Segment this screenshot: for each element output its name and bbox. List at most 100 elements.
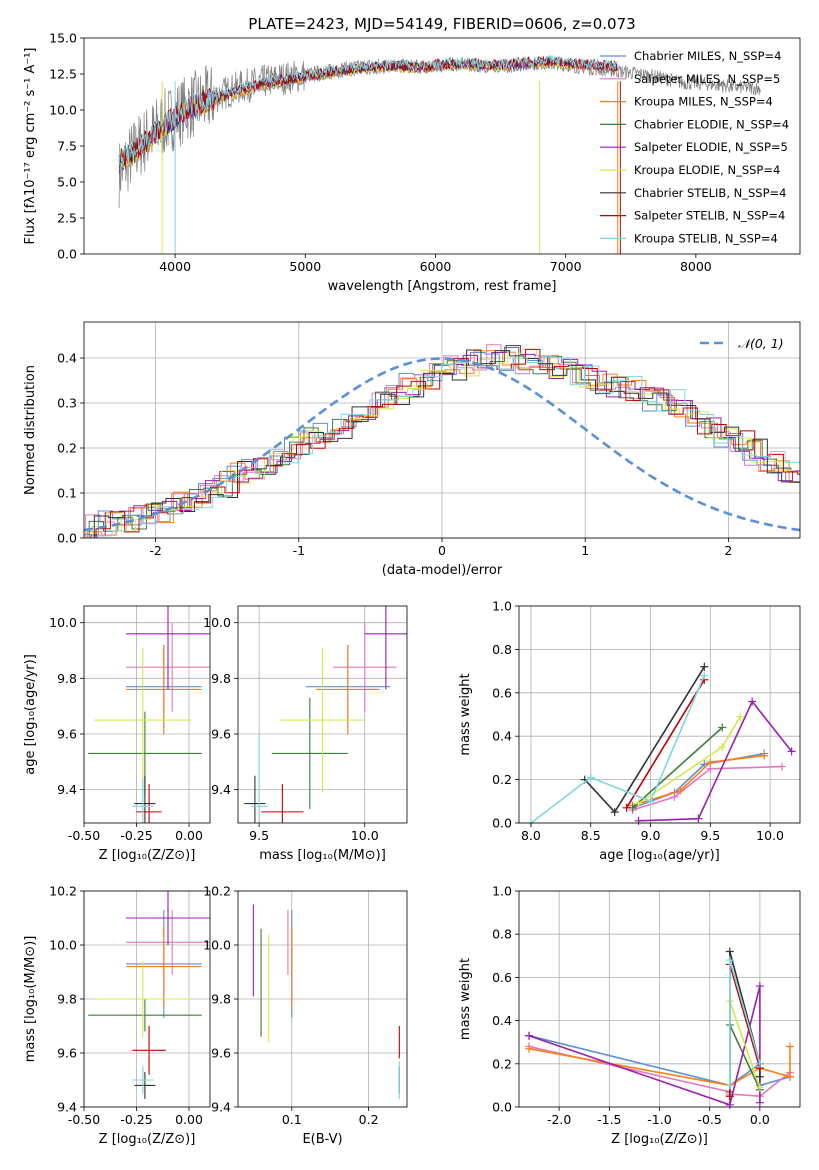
x-tick-label: 2 — [724, 543, 732, 558]
y-tick-label: 0.4 — [492, 1013, 512, 1028]
x-tick-label: 0.0 — [750, 1112, 770, 1127]
y-tick-label: 10.0 — [49, 615, 77, 630]
x-tick-label: 0.1 — [282, 1112, 302, 1127]
y-tick-label: 9.4 — [57, 1100, 77, 1115]
y-tick-label: 10.2 — [49, 884, 77, 899]
point-marker — [718, 743, 727, 752]
x-axis-label: age [log₁₀(age/yr)] — [599, 848, 720, 863]
point-marker — [736, 712, 745, 721]
legend-label: Chabrier STELIB, N_SSP=4 — [634, 186, 786, 200]
y-tick-label: 0.3 — [57, 396, 77, 411]
y-tick-label: 7.5 — [57, 139, 77, 154]
x-tick-label: 10.0 — [756, 828, 784, 843]
legend-label: Kroupa STELIB, N_SSP=4 — [634, 231, 778, 245]
y-tick-label: 0.0 — [57, 247, 77, 262]
point-marker — [634, 799, 643, 808]
point-marker — [748, 697, 757, 706]
histogram-step — [92, 348, 800, 538]
legend-label: Salpeter STELIB, N_SSP=4 — [634, 209, 785, 223]
x-tick-label: 0.00 — [175, 1112, 203, 1127]
y-axis-label: mass weight — [458, 673, 473, 755]
errorbar-group — [244, 606, 407, 823]
y-tick-label: 0.2 — [57, 441, 77, 456]
y-axis-label: Normed distribution — [23, 365, 38, 495]
y-axis-label: mass [log₁₀(M/M⊙)] — [23, 936, 38, 1063]
point-marker — [718, 723, 727, 732]
errorbar-group — [252, 904, 400, 1099]
x-tick-label: 0.00 — [175, 828, 203, 843]
point-marker — [646, 797, 655, 806]
y-tick-label: 10.0 — [49, 103, 77, 118]
y-tick-label: 0.0 — [492, 1100, 512, 1115]
x-tick-label: 0 — [438, 543, 446, 558]
y-tick-label: 9.8 — [211, 671, 231, 686]
y-tick-label: 10.0 — [203, 615, 231, 630]
point-marker — [755, 982, 764, 991]
x-tick-label: 8.5 — [581, 828, 601, 843]
series-line — [625, 679, 705, 809]
legend-label: Salpeter ELODIE, N_SSP=5 — [634, 140, 788, 154]
point-marker — [622, 803, 631, 812]
y-tick-label: 10.0 — [49, 938, 77, 953]
legend-label: Chabrier ELODIE, N_SSP=4 — [634, 117, 789, 131]
y-tick-label: 1.0 — [492, 884, 512, 899]
histogram-step — [85, 344, 800, 538]
legend-label: Salpeter MILES, N_SSP=5 — [634, 72, 780, 86]
x-tick-label: -0.5 — [697, 1112, 721, 1127]
y-tick-label: 0.4 — [492, 729, 512, 744]
data-layer — [84, 54, 800, 1109]
y-tick-label: 0.0 — [492, 816, 512, 831]
series-line — [528, 985, 761, 1106]
axes-frame — [518, 605, 801, 824]
x-axis-label: (data-model)/error — [382, 563, 503, 578]
series-line — [632, 726, 723, 809]
x-tick-label: 8000 — [680, 259, 712, 274]
point-marker — [725, 1092, 734, 1101]
y-tick-label: 9.8 — [57, 992, 77, 1007]
y-axis-label: mass weight — [458, 958, 473, 1040]
y-tick-label: 9.4 — [211, 782, 231, 797]
point-marker — [755, 1059, 764, 1068]
x-tick-label: -1.0 — [647, 1112, 671, 1127]
histogram-step — [97, 356, 800, 538]
y-tick-label: 15.0 — [49, 31, 77, 46]
y-tick-label: 0.2 — [492, 772, 512, 787]
point-marker — [725, 947, 734, 956]
x-tick-label: -0.25 — [120, 828, 152, 843]
x-tick-label: 0.2 — [359, 1112, 379, 1127]
y-tick-label: 0.6 — [492, 970, 512, 985]
grid-layer — [83, 322, 800, 1108]
y-axis-label: Flux [fλ10⁻¹⁷ erg cm⁻² s⁻¹ A⁻¹] — [23, 48, 38, 245]
x-tick-label: 9.0 — [641, 828, 661, 843]
legend-label: Chabrier MILES, N_SSP=4 — [634, 49, 781, 63]
x-tick-label: -1.5 — [597, 1112, 621, 1127]
x-tick-label: -0.25 — [120, 1112, 152, 1127]
point-marker — [725, 956, 734, 965]
text-layer: 4000 5000 6000 7000 80000.02.55.07.510.012.5… — [23, 15, 789, 1147]
x-axis-label: Z [log₁₀(Z/Z⊙)] — [99, 1132, 196, 1147]
y-tick-label: 9.4 — [57, 782, 77, 797]
series-line — [638, 699, 793, 822]
axes-frame — [518, 890, 801, 1108]
y-tick-label: 0.6 — [492, 685, 512, 700]
axes-frame — [83, 37, 801, 255]
axes-frame — [83, 321, 801, 539]
x-tick-label: 10.0 — [351, 828, 379, 843]
y-tick-label: 0.1 — [57, 486, 77, 501]
y-tick-label: 9.6 — [57, 726, 77, 741]
errorbar-group — [88, 606, 210, 823]
x-tick-label: 7000 — [550, 259, 582, 274]
y-tick-label: 12.5 — [49, 67, 77, 82]
y-tick-label: 9.8 — [211, 992, 231, 1007]
series-line — [632, 754, 765, 807]
point-marker — [700, 671, 709, 680]
x-tick-label: 9.5 — [700, 828, 720, 843]
y-tick-label: 9.6 — [211, 1046, 231, 1061]
chart-title: PLATE=2423, MJD=54149, FIBERID=0606, z=0… — [248, 15, 635, 33]
point-marker — [670, 792, 679, 801]
point-marker — [610, 808, 619, 817]
y-tick-label: 9.6 — [211, 726, 231, 741]
point-marker — [586, 773, 595, 782]
point-marker — [755, 1098, 764, 1107]
y-tick-label: 9.8 — [57, 671, 77, 686]
